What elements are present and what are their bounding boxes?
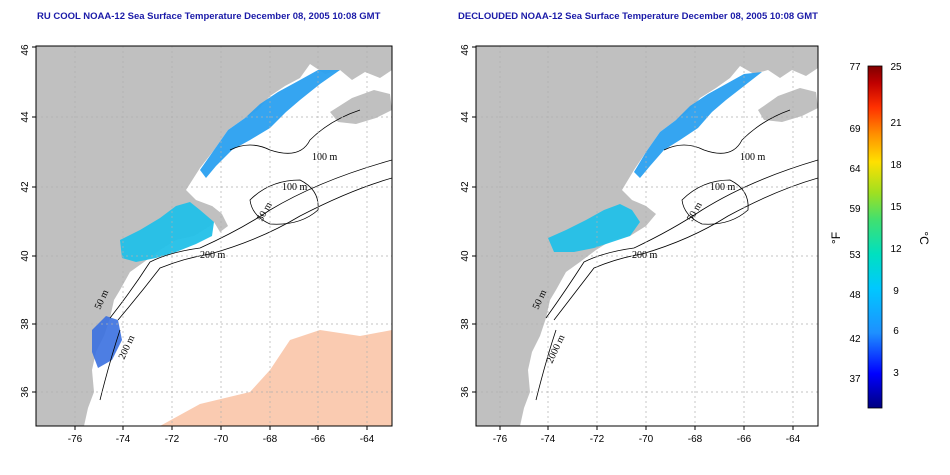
colorbar-c-tick-3: 3 (893, 368, 899, 379)
left-contour-label-200m: 200 m (200, 250, 226, 261)
left-map-lat-ticks: 36 38 40 42 44 46 (20, 44, 36, 398)
left-contour-label-100m-a: 100 m (312, 152, 338, 163)
colorbar-c-tick-15: 15 (890, 202, 902, 213)
colorbar-celsius-label: °C (917, 231, 931, 245)
right-lat-tick-42: 42 (460, 181, 471, 193)
right-lon-tick-74: -74 (541, 434, 556, 445)
left-map-grid (36, 46, 392, 426)
colorbar-f-tick-48: 48 (849, 290, 861, 301)
right-map-island (758, 88, 818, 122)
colorbar-f-tick-59: 59 (849, 204, 861, 215)
right-map-land (476, 46, 818, 426)
colorbar-f-tick-77: 77 (849, 62, 861, 73)
colorbar-c-tick-18: 18 (890, 160, 902, 171)
left-lon-tick-72: -72 (165, 434, 180, 445)
left-lon-tick-66: -66 (311, 434, 326, 445)
left-contour-label-100m-b: 100 m (282, 182, 308, 193)
right-lon-tick-64: -64 (786, 434, 801, 445)
right-lat-tick-36: 36 (460, 386, 471, 398)
left-map: 100 m 100 m 50 m 200 m 50 m 200 m -76 -7… (20, 44, 393, 445)
right-map-grid (476, 46, 818, 426)
left-lon-tick-74: -74 (116, 434, 131, 445)
right-contour-label-100m-a: 100 m (740, 152, 766, 163)
right-map-isobaths (535, 109, 818, 401)
left-lon-tick-76: -76 (68, 434, 83, 445)
left-map-sst-midatlantic (92, 316, 122, 368)
left-map-sst-gulf-of-maine (200, 70, 340, 178)
left-map-isobaths (99, 109, 392, 401)
colorbar-f-tick-42: 42 (849, 334, 861, 345)
right-lat-tick-44: 44 (460, 111, 471, 123)
right-map-title: DECLOUDED NOAA-12 Sea Surface Temperatur… (458, 11, 818, 22)
left-map-lon-ticks: -76 -74 -72 -70 -68 -66 -64 (68, 426, 375, 445)
temperature-colorbar: 77 69 64 59 53 48 42 37 25 21 18 15 12 9… (829, 62, 931, 409)
right-map: 100 m 100 m 50 m 200 m 50 m 2000 m -76 -… (460, 44, 819, 445)
colorbar-c-tick-12: 12 (890, 244, 902, 255)
left-lon-tick-68: -68 (263, 434, 278, 445)
left-lat-tick-44: 44 (20, 111, 31, 123)
colorbar-gradient (867, 65, 883, 409)
right-map-lon-ticks: -76 -74 -72 -70 -68 -66 -64 (493, 426, 801, 445)
left-map-sst-offshore (160, 330, 392, 426)
right-lon-tick-72: -72 (590, 434, 605, 445)
right-lat-tick-46: 46 (460, 44, 471, 56)
colorbar-f-tick-37: 37 (849, 374, 861, 385)
colorbar-f-tick-53: 53 (849, 250, 861, 261)
left-map-sst-southern-ne (120, 202, 214, 262)
left-lat-tick-42: 42 (20, 181, 31, 193)
right-contour-label-100m-b: 100 m (710, 182, 736, 193)
colorbar-c-tick-25: 25 (890, 62, 902, 73)
right-lon-tick-68: -68 (688, 434, 703, 445)
left-lat-tick-46: 46 (20, 44, 31, 56)
left-map-land (36, 46, 392, 426)
colorbar-f-tick-69: 69 (849, 124, 861, 135)
left-map-frame (35, 45, 393, 427)
colorbar-c-tick-21: 21 (890, 118, 902, 129)
left-lon-tick-70: -70 (214, 434, 229, 445)
left-lat-tick-40: 40 (20, 250, 31, 262)
left-lon-tick-64: -64 (360, 434, 375, 445)
left-map-cape-cod (198, 206, 228, 232)
colorbar-c-tick-9: 9 (893, 286, 899, 297)
colorbar-f-tick-64: 64 (849, 164, 861, 175)
right-lat-tick-38: 38 (460, 318, 471, 330)
right-lon-tick-66: -66 (737, 434, 752, 445)
right-lat-tick-40: 40 (460, 250, 471, 262)
colorbar-c-tick-6: 6 (893, 326, 899, 337)
left-lat-tick-38: 38 (20, 318, 31, 330)
right-map-sst-gulf-of-maine (634, 72, 762, 178)
right-map-sst-southern-ne (548, 204, 640, 252)
left-lat-tick-36: 36 (20, 386, 31, 398)
right-map-lat-ticks: 36 38 40 42 44 46 (460, 44, 476, 398)
left-map-title: RU COOL NOAA-12 Sea Surface Temperature … (37, 11, 381, 22)
right-lon-tick-70: -70 (639, 434, 654, 445)
right-map-frame (475, 45, 819, 427)
colorbar-fahrenheit-label: °F (829, 232, 843, 244)
right-contour-label-200m: 200 m (632, 250, 658, 261)
right-lon-tick-76: -76 (493, 434, 508, 445)
